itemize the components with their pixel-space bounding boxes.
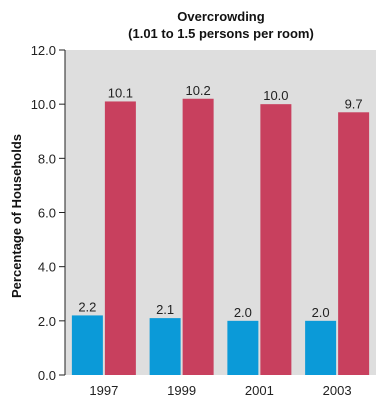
bar-series-1-1997 — [71, 315, 103, 375]
data-label: 9.7 — [345, 96, 363, 111]
bar-series-2-2001 — [260, 104, 292, 376]
y-axis-ticks: 0.0 2.0 4.0 6.0 8.0 10.0 12.0 — [31, 43, 65, 383]
y-tick-label: 10.0 — [31, 97, 56, 112]
data-label: 2.1 — [156, 302, 174, 317]
bar-series-1-1999 — [149, 318, 181, 375]
data-label: 10.2 — [185, 83, 210, 98]
x-tick-label: 2003 — [323, 383, 352, 398]
x-tick-label: 2001 — [245, 383, 274, 398]
y-tick-label: 8.0 — [38, 151, 56, 166]
data-label: 2.2 — [78, 299, 96, 314]
bar-series-1-2001 — [227, 320, 259, 375]
chart-title: Overcrowding — [177, 9, 264, 24]
y-tick-label: 4.0 — [38, 260, 56, 275]
y-tick-label: 12.0 — [31, 43, 56, 58]
x-tick-label: 1997 — [89, 383, 118, 398]
data-labels-group: 2.2 10.1 2.1 10.2 2.0 10.0 2.0 9.7 — [78, 83, 362, 320]
data-label: 2.0 — [312, 305, 330, 320]
chart-subtitle: (1.01 to 1.5 persons per room) — [128, 26, 314, 41]
bar-series-2-1997 — [104, 101, 136, 375]
data-label: 10.1 — [108, 85, 133, 100]
y-tick-label: 2.0 — [38, 314, 56, 329]
bar-series-2-1999 — [182, 98, 214, 375]
x-tick-label: 1999 — [167, 383, 196, 398]
y-tick-label: 0.0 — [38, 368, 56, 383]
y-tick-label: 6.0 — [38, 206, 56, 221]
bar-series-2-2003 — [338, 112, 370, 376]
x-axis-ticks: 1997 1999 2001 2003 — [89, 383, 351, 398]
y-axis-label: Percentage of Households — [9, 134, 24, 298]
data-label: 2.0 — [234, 305, 252, 320]
bar-series-1-2003 — [305, 320, 337, 375]
bars-group — [71, 98, 370, 376]
data-label: 10.0 — [263, 88, 288, 103]
